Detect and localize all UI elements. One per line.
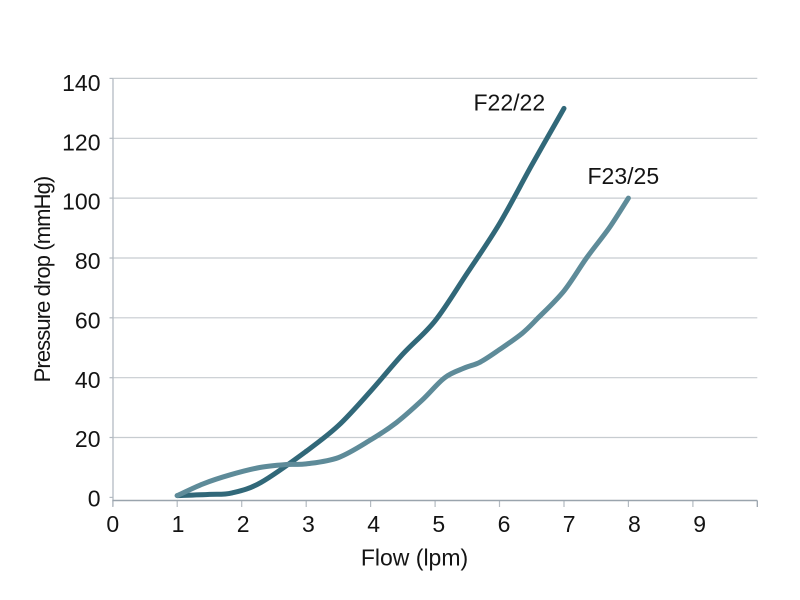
- svg-text:140: 140: [62, 70, 100, 96]
- svg-text:Flow (lpm): Flow (lpm): [361, 545, 468, 571]
- svg-text:20: 20: [75, 426, 101, 452]
- svg-text:F22/22: F22/22: [474, 90, 546, 116]
- svg-text:0: 0: [88, 486, 101, 512]
- svg-text:8: 8: [628, 511, 641, 537]
- svg-text:3: 3: [302, 511, 315, 537]
- svg-text:120: 120: [62, 129, 100, 155]
- svg-text:5: 5: [432, 511, 445, 537]
- svg-text:6: 6: [498, 511, 511, 537]
- svg-text:4: 4: [367, 511, 380, 537]
- svg-text:1: 1: [172, 511, 185, 537]
- svg-text:0: 0: [106, 511, 119, 537]
- svg-text:9: 9: [693, 511, 706, 537]
- svg-text:7: 7: [563, 511, 576, 537]
- svg-text:Pressure drop (mmHg): Pressure drop (mmHg): [30, 177, 55, 383]
- svg-text:80: 80: [75, 248, 101, 274]
- svg-text:2: 2: [237, 511, 250, 537]
- svg-text:100: 100: [62, 189, 100, 215]
- svg-text:40: 40: [75, 367, 101, 393]
- svg-text:60: 60: [75, 307, 101, 333]
- svg-text:F23/25: F23/25: [588, 163, 660, 189]
